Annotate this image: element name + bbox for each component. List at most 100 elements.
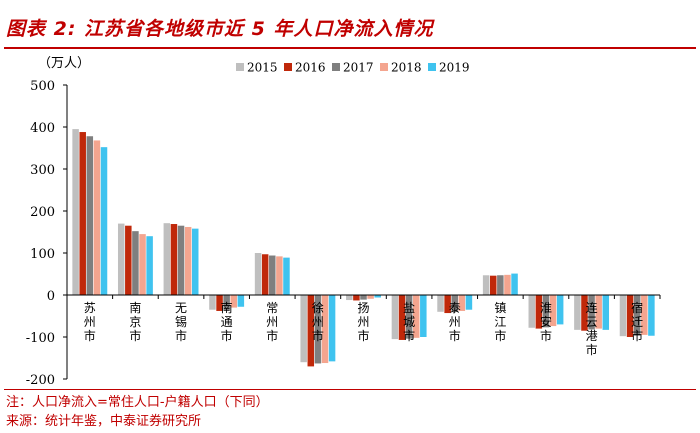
bar-2015 xyxy=(574,295,581,330)
legend-swatch-2015 xyxy=(236,63,244,71)
bar-2017 xyxy=(497,275,504,295)
legend-label-2015: 2015 xyxy=(247,61,278,75)
category-label: 无锡市 xyxy=(175,301,187,343)
category-label: 盐城市 xyxy=(403,301,415,343)
bar-2015 xyxy=(254,253,262,295)
bar-2017 xyxy=(405,295,413,339)
bar-2017 xyxy=(633,295,641,336)
bar-2019 xyxy=(374,295,381,298)
bar-2017 xyxy=(588,295,595,330)
y-axis: -200 -100 0 100 200 300 400 500 xyxy=(26,79,67,388)
bar-2017 xyxy=(177,225,185,295)
y-tick-label: 500 xyxy=(30,79,55,94)
bar-2015 xyxy=(209,295,216,310)
bar-2019 xyxy=(511,273,518,295)
bar-2017 xyxy=(86,136,94,295)
title-underline xyxy=(4,47,696,49)
bar-2015 xyxy=(391,295,399,340)
y-tick-label: -200 xyxy=(26,373,55,388)
y-tick-label: -100 xyxy=(26,331,55,346)
category-label: 南通市 xyxy=(221,300,233,343)
y-tick-label: 300 xyxy=(30,163,55,178)
legend: 2015 2016 2017 2018 2019 xyxy=(236,61,470,75)
y-tick-label: 200 xyxy=(30,205,55,220)
legend-swatch-2016 xyxy=(284,63,292,71)
bar-2019 xyxy=(237,295,245,307)
category-label: 常州市 xyxy=(266,301,278,343)
bar-2017 xyxy=(269,255,276,295)
legend-label-2019: 2019 xyxy=(439,61,470,75)
legend-label-2018: 2018 xyxy=(391,61,422,75)
bar-2015 xyxy=(300,295,307,363)
category-label: 淮安市 xyxy=(540,301,552,343)
y-tick-label: 100 xyxy=(30,247,55,262)
bars-group xyxy=(72,129,655,367)
bar-2018 xyxy=(230,295,238,308)
axes-group xyxy=(66,85,661,379)
bar-2015 xyxy=(346,295,353,301)
category-label: 泰州市 xyxy=(449,301,461,343)
bar-2019 xyxy=(283,257,290,295)
y-tick-label: 400 xyxy=(30,121,55,136)
bar-2016 xyxy=(125,225,132,295)
legend-swatch-2018 xyxy=(380,63,388,71)
bar-2019 xyxy=(420,295,427,337)
category-label: 扬州市 xyxy=(357,300,369,343)
bar-2019 xyxy=(556,295,564,325)
bar-2018 xyxy=(412,295,420,338)
bar-2017 xyxy=(542,295,550,328)
bar-2018 xyxy=(276,256,283,295)
bar-2017 xyxy=(451,295,458,312)
bar-2018 xyxy=(184,226,192,295)
bar-2017 xyxy=(132,231,139,295)
bar-2019 xyxy=(100,147,108,295)
legend-label-2017: 2017 xyxy=(343,61,374,75)
bar-2018 xyxy=(549,295,557,327)
bar-2015 xyxy=(619,295,627,337)
bar-2018 xyxy=(641,295,648,335)
legend-swatch-2017 xyxy=(332,63,340,71)
legend-label-2016: 2016 xyxy=(295,61,326,75)
footer-divider xyxy=(4,389,696,390)
bar-2019 xyxy=(648,295,655,336)
bar-2016 xyxy=(581,295,588,331)
bar-2016 xyxy=(79,132,86,295)
bar-2016 xyxy=(398,295,406,340)
bar-2018 xyxy=(139,234,146,295)
bar-2016 xyxy=(216,295,223,311)
bar-2016 xyxy=(489,275,497,295)
bar-2016 xyxy=(535,295,543,329)
bar-2015 xyxy=(482,275,490,295)
bar-2016 xyxy=(353,295,360,301)
y-tick-label: 0 xyxy=(47,289,55,304)
y-axis-label: （万人） xyxy=(38,56,90,71)
bar-2018 xyxy=(321,295,329,364)
category-labels: 苏州市 南京市 无锡市 南通市 常州市 徐州市 扬州市 盐城市 泰州市 镇江市 淮安市 连云港市 宿迁市 xyxy=(84,300,643,357)
source-note: 来源：统计年鉴，中泰证券研究所 xyxy=(6,414,202,429)
bar-chart: （万人） -200 -100 0 100 200 300 400 500 苏州市 南京市 无锡市 南… xyxy=(26,56,661,388)
bar-2017 xyxy=(223,295,230,311)
bar-2018 xyxy=(458,295,466,311)
bar-2016 xyxy=(261,254,269,295)
category-label: 苏州市 xyxy=(84,301,96,343)
bar-2015 xyxy=(163,223,171,295)
bar-2016 xyxy=(307,295,315,367)
bar-2016 xyxy=(444,295,451,314)
bar-2016 xyxy=(170,224,178,295)
chart-title: 图表 2: 江苏省各地级市近 5 年人口净流入情况 xyxy=(6,18,434,40)
bar-2015 xyxy=(72,129,79,295)
category-label: 连云港市 xyxy=(586,300,598,357)
bar-2016 xyxy=(626,295,634,337)
bar-2019 xyxy=(465,295,473,310)
bar-2019 xyxy=(191,228,199,295)
category-label: 镇江市 xyxy=(494,301,506,343)
bar-2015 xyxy=(528,295,536,328)
category-label: 南京市 xyxy=(129,300,141,343)
bar-2015 xyxy=(437,295,444,312)
bar-2019 xyxy=(328,295,336,362)
legend-swatch-2019 xyxy=(428,63,436,71)
bar-2019 xyxy=(146,236,153,295)
category-label: 徐州市 xyxy=(312,300,324,343)
bar-2018 xyxy=(504,274,511,295)
footnote: 注：人口净流入=常住人口-户籍人口（下同） xyxy=(6,395,269,410)
